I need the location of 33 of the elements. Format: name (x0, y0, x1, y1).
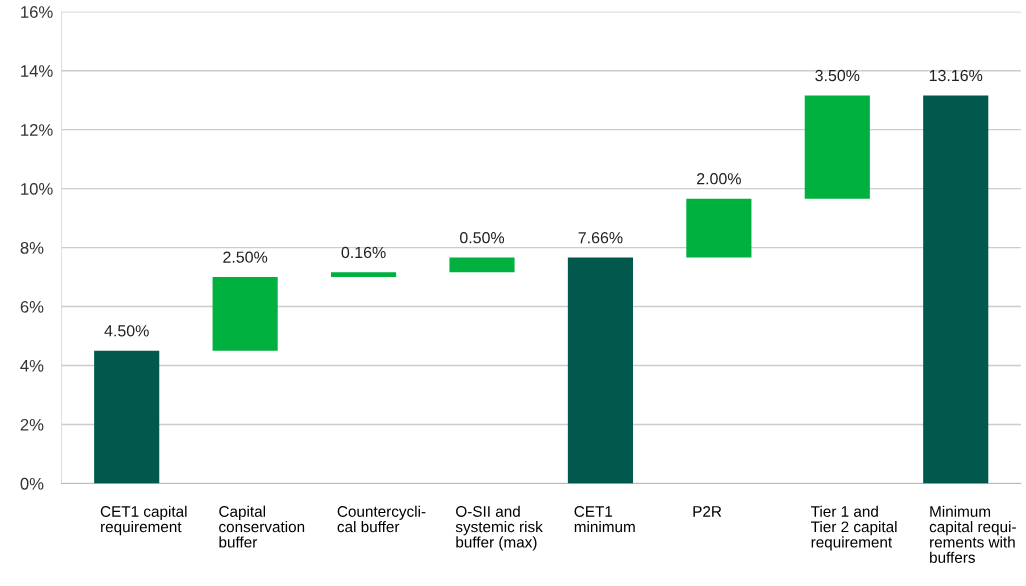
data-label: 0.50% (459, 232, 505, 244)
y-tick-label: 8% (20, 241, 44, 254)
bar (94, 350, 160, 484)
x-tick-label: CET1 minimum (574, 506, 635, 533)
bar (923, 95, 989, 484)
x-tick-label: Minimum capital requi- rements with buffers (929, 505, 1016, 563)
bar (212, 277, 278, 351)
x-tick-label: Tier 1 and Tier 2 capital requirement (810, 505, 897, 551)
bar (331, 272, 397, 278)
y-tick-label: 16% (21, 6, 53, 18)
x-tick-label: P2R (693, 506, 722, 517)
data-label: 2.00% (697, 173, 741, 185)
x-tick-label: Capital conservation buffer (219, 505, 305, 548)
data-label: 0.16% (341, 246, 386, 259)
bar (567, 257, 633, 484)
data-label: 2.50% (223, 251, 268, 263)
bar (686, 198, 752, 258)
x-tick-label: Countercycli- cal buffer (337, 505, 426, 533)
y-tick-label: 10% (21, 183, 53, 195)
y-tick-label: 0% (20, 477, 44, 490)
data-label: 4.50% (104, 325, 149, 337)
x-tick-label: O-SII and systemic risk buffer (max) (455, 505, 543, 551)
y-tick-label: 12% (21, 124, 53, 136)
bar (804, 95, 870, 199)
data-label: 13.16% (929, 69, 983, 82)
bar (449, 257, 515, 273)
x-tick-label: CET1 capital requirement (100, 505, 187, 536)
y-tick-label: 14% (21, 65, 53, 77)
y-tick-label: 4% (20, 359, 44, 372)
y-tick-label: 2% (20, 418, 44, 431)
y-tick-label: 6% (20, 300, 44, 313)
data-label: 3.50% (815, 69, 860, 82)
data-label: 7.66% (578, 232, 623, 244)
